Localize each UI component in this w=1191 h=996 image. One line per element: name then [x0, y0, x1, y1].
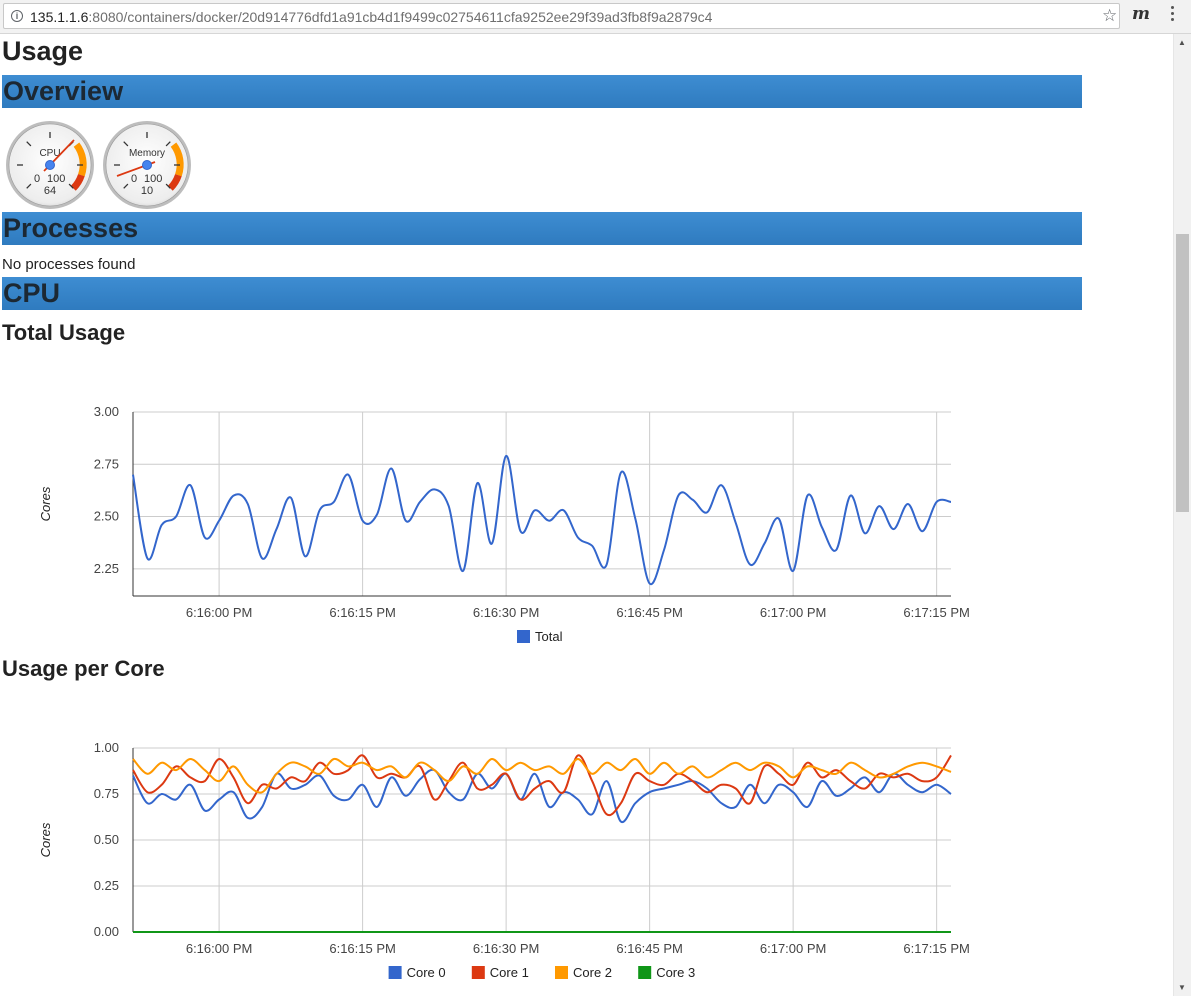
- cpu-heading: CPU: [3, 278, 61, 308]
- legend-swatch: [471, 966, 485, 979]
- y-axis-label: Cores: [38, 486, 53, 521]
- x-tick-label: 6:16:30 PM: [473, 941, 540, 956]
- x-tick-label: 6:16:15 PM: [329, 941, 396, 956]
- url-path: :8080/containers/docker/20d914776dfd1a91…: [88, 9, 713, 25]
- x-tick-label: 6:16:45 PM: [616, 605, 683, 620]
- address-bar[interactable]: i 135.1.1.6:8080/containers/docker/20d91…: [3, 3, 1120, 29]
- x-tick-label: 6:17:00 PM: [760, 941, 827, 956]
- url-host: 135.1.1.6: [30, 9, 89, 25]
- memory-gauge-label: Memory: [129, 148, 165, 159]
- x-tick-label: 6:16:00 PM: [186, 605, 253, 620]
- legend-label: Core 0: [407, 965, 446, 980]
- bookmark-star-icon[interactable]: ☆: [1102, 6, 1118, 25]
- url-text[interactable]: 135.1.1.6:8080/containers/docker/20d9147…: [30, 9, 712, 25]
- memory-gauge-value: 10: [141, 185, 153, 197]
- y-tick-label: 0.25: [94, 878, 119, 893]
- extension-icon[interactable]: m: [1132, 4, 1150, 24]
- x-tick-label: 6:17:15 PM: [903, 941, 970, 956]
- cpu-gauge-max: 100: [47, 173, 65, 185]
- total-usage-chart: 3.00 2.75 2.50 2.25 6:16:00 PM 6:16:15 PM 6:16…: [38, 404, 970, 644]
- legend-item[interactable]: Core 2: [555, 965, 612, 980]
- page-content: Usage Overview: [0, 34, 1172, 996]
- browser-menu-icon[interactable]: [1165, 6, 1179, 26]
- x-tick-label: 6:16:45 PM: [616, 941, 683, 956]
- y-axis-label: Cores: [38, 822, 53, 857]
- scrollbar-thumb[interactable]: [1176, 234, 1189, 512]
- x-tick-label: 6:17:00 PM: [760, 605, 827, 620]
- y-tick-label: 2.25: [94, 561, 119, 576]
- usage-per-core-heading: Usage per Core: [2, 656, 165, 681]
- legend-item[interactable]: Total: [517, 629, 563, 644]
- info-icon[interactable]: i: [11, 10, 23, 22]
- memory-gauge-min: 0: [131, 173, 137, 185]
- scroll-up-arrow-icon[interactable]: ▲: [1178, 38, 1186, 47]
- series-line-core-0[interactable]: [132, 768, 952, 824]
- cpu-section-header: CPU: [2, 277, 1082, 310]
- legend-label: Core 3: [656, 965, 695, 980]
- legend-swatch: [517, 630, 530, 643]
- y-tick-label: 2.50: [94, 509, 119, 524]
- series-line-core-1[interactable]: [132, 754, 952, 817]
- usage-per-core-chart: 1.00 0.75 0.50 0.25 0.00 6:16:00 PM 6:16:15 PM…: [38, 740, 970, 980]
- overview-section-header: Overview: [2, 75, 1082, 108]
- legend-swatch: [555, 966, 568, 979]
- processes-heading: Processes: [3, 213, 139, 243]
- cpu-gauge: CPU 0 100 64: [6, 121, 94, 209]
- y-tick-label: 0.50: [94, 832, 119, 847]
- legend-item[interactable]: Core 3: [638, 965, 695, 980]
- y-tick-label: 1.00: [94, 740, 119, 755]
- total-usage-heading: Total Usage: [2, 320, 126, 345]
- cpu-gauge-label: CPU: [39, 148, 60, 159]
- processes-empty-message: No processes found: [2, 256, 136, 273]
- page-title: Usage: [2, 36, 84, 66]
- x-tick-label: 6:16:15 PM: [329, 605, 396, 620]
- gauges-container: CPU 0 100 64 Memory: [4, 119, 194, 211]
- legend-label: Total: [535, 629, 563, 644]
- overview-heading: Overview: [3, 76, 124, 106]
- y-tick-label: 3.00: [94, 404, 119, 419]
- y-tick-label: 2.75: [94, 456, 119, 471]
- memory-gauge-max: 100: [144, 173, 162, 185]
- browser-toolbar: i 135.1.1.6:8080/containers/docker/20d91…: [0, 0, 1191, 34]
- series-line-core-2[interactable]: [132, 757, 952, 794]
- series-line-total[interactable]: [132, 454, 952, 586]
- scroll-down-arrow-icon[interactable]: ▼: [1178, 983, 1186, 992]
- cpu-gauge-value: 64: [44, 185, 56, 197]
- memory-gauge: Memory 0 100 10: [103, 121, 191, 209]
- y-tick-label: 0.75: [94, 786, 119, 801]
- chart-gridlines: [133, 411, 951, 596]
- legend-item[interactable]: Core 1: [471, 965, 529, 980]
- legend-item[interactable]: Core 0: [388, 965, 446, 980]
- vertical-scrollbar[interactable]: ▲ ▼: [1173, 34, 1191, 996]
- x-tick-label: 6:16:30 PM: [473, 605, 540, 620]
- x-tick-label: 6:16:00 PM: [186, 941, 253, 956]
- y-tick-label: 0.00: [94, 924, 119, 939]
- legend-swatch: [388, 966, 402, 979]
- legend-label: Core 1: [490, 965, 529, 980]
- cpu-gauge-min: 0: [34, 173, 40, 185]
- legend-swatch: [638, 966, 652, 979]
- x-tick-label: 6:17:15 PM: [903, 605, 970, 620]
- legend-label: Core 2: [573, 965, 612, 980]
- processes-section-header: Processes: [2, 212, 1082, 245]
